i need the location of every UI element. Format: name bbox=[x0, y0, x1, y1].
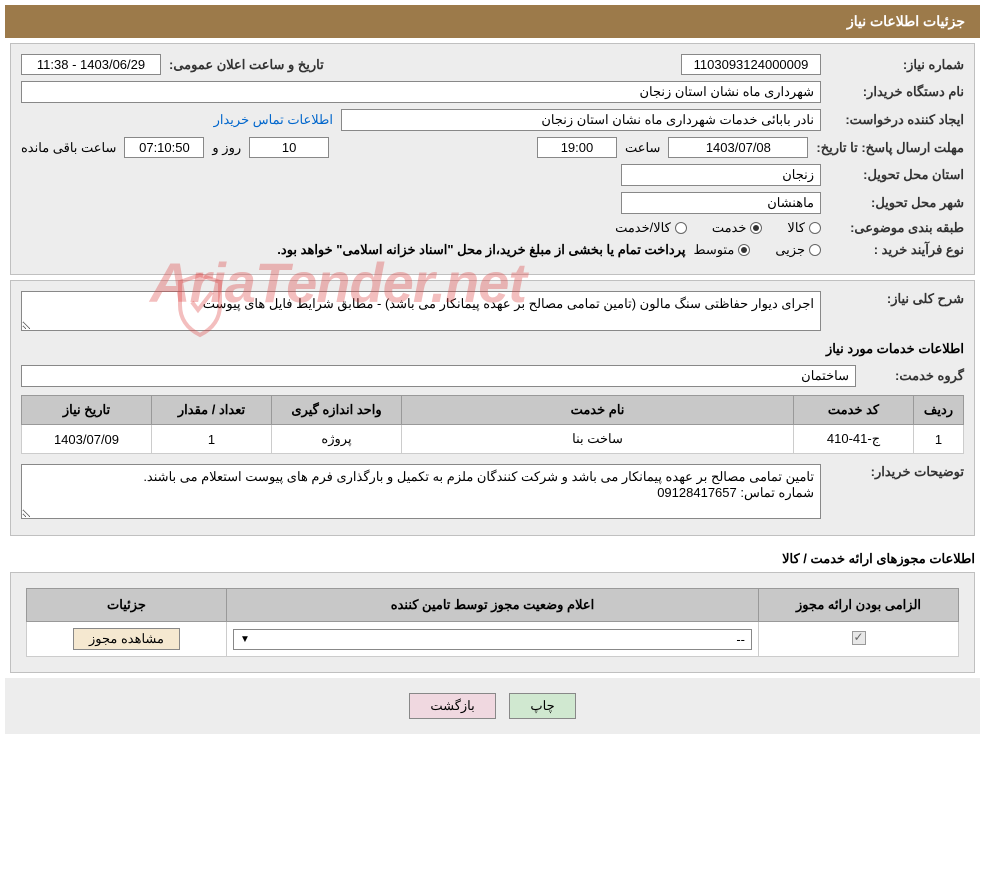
th-qty: تعداد / مقدار bbox=[152, 396, 272, 425]
announce-date-field: 1403/06/29 - 11:38 bbox=[21, 54, 161, 75]
td-row: 1 bbox=[914, 425, 964, 454]
back-button[interactable]: بازگشت bbox=[409, 693, 495, 719]
print-button[interactable]: چاپ bbox=[509, 693, 575, 719]
time-remaining-field: 07:10:50 bbox=[124, 137, 204, 158]
request-creator-label: ایجاد کننده درخواست: bbox=[829, 112, 964, 128]
license-table: الزامی بودن ارائه مجوز اعلام وضعیت مجوز … bbox=[26, 588, 959, 657]
th-status: اعلام وضعیت مجوز توسط تامین کننده bbox=[227, 589, 759, 622]
delivery-province-label: استان محل تحویل: bbox=[829, 167, 964, 183]
th-row: ردیف bbox=[914, 396, 964, 425]
buyer-notes-label: توضیحات خریدار: bbox=[829, 464, 964, 480]
description-section: شرح کلی نیاز: اجرای دیوار حفاظتی سنگ مال… bbox=[10, 280, 975, 536]
deadline-label: مهلت ارسال پاسخ: تا تاریخ: bbox=[816, 140, 964, 156]
main-form-section: شماره نیاز: 1103093124000009 تاریخ و ساع… bbox=[10, 43, 975, 275]
td-code: ج-41-410 bbox=[794, 425, 914, 454]
radio-goods-service[interactable] bbox=[675, 222, 687, 234]
time-label: ساعت bbox=[625, 140, 660, 156]
page-title: جزئیات اطلاعات نیاز bbox=[847, 13, 965, 29]
delivery-city-field: ماهنشان bbox=[621, 192, 821, 214]
need-number-field: 1103093124000009 bbox=[681, 54, 821, 75]
request-creator-field: نادر بابائی خدمات شهرداری ماه نشان استان… bbox=[341, 109, 821, 131]
required-checkbox[interactable] bbox=[852, 631, 866, 645]
td-details: مشاهده مجوز bbox=[27, 622, 227, 657]
th-details: جزئیات bbox=[27, 589, 227, 622]
radio-medium[interactable] bbox=[738, 244, 750, 256]
radio-goods-service-label: کالا/خدمت bbox=[615, 220, 671, 236]
buyer-org-label: نام دستگاه خریدار: bbox=[829, 84, 964, 100]
button-row: چاپ بازگشت bbox=[5, 678, 980, 734]
license-section-title: اطلاعات مجوزهای ارائه خدمت / کالا bbox=[10, 551, 975, 567]
buyer-notes-field[interactable]: تامین تمامی مصالح بر عهده پیمانکار می با… bbox=[21, 464, 821, 519]
license-row: -- ▼ مشاهده مجوز bbox=[27, 622, 959, 657]
radio-service[interactable] bbox=[750, 222, 762, 234]
delivery-province-field: زنجان bbox=[621, 164, 821, 186]
td-name: ساخت بنا bbox=[402, 425, 794, 454]
radio-medium-label: متوسط bbox=[693, 242, 734, 258]
category-radio-group: کالا خدمت کالا/خدمت bbox=[615, 220, 821, 236]
contact-info-link[interactable]: اطلاعات تماس خریدار bbox=[214, 112, 333, 128]
deadline-time-field: 19:00 bbox=[537, 137, 617, 158]
page-header: جزئیات اطلاعات نیاز bbox=[5, 5, 980, 38]
view-license-button[interactable]: مشاهده مجوز bbox=[73, 628, 180, 650]
delivery-city-label: شهر محل تحویل: bbox=[829, 195, 964, 211]
general-desc-field[interactable]: اجرای دیوار حفاظتی سنگ مالون (تامین تمام… bbox=[21, 291, 821, 331]
th-required: الزامی بودن ارائه مجوز bbox=[759, 589, 959, 622]
hours-label: ساعت باقی مانده bbox=[21, 140, 116, 156]
service-group-field: ساختمان bbox=[21, 365, 856, 387]
days-label: روز و bbox=[212, 140, 241, 156]
general-desc-label: شرح کلی نیاز: bbox=[829, 291, 964, 307]
td-qty: 1 bbox=[152, 425, 272, 454]
buyer-org-field: شهرداری ماه نشان استان زنجان bbox=[21, 81, 821, 103]
td-status: -- ▼ bbox=[227, 622, 759, 657]
th-unit: واحد اندازه گیری bbox=[272, 396, 402, 425]
radio-partial-label: جزیی bbox=[775, 242, 805, 258]
service-table: ردیف کد خدمت نام خدمت واحد اندازه گیری ت… bbox=[21, 395, 964, 454]
services-title: اطلاعات خدمات مورد نیاز bbox=[21, 341, 964, 357]
purchase-type-label: نوع فرآیند خرید : bbox=[829, 242, 964, 258]
license-section: الزامی بودن ارائه مجوز اعلام وضعیت مجوز … bbox=[10, 572, 975, 673]
th-code: کد خدمت bbox=[794, 396, 914, 425]
radio-goods[interactable] bbox=[809, 222, 821, 234]
chevron-down-icon: ▼ bbox=[240, 634, 250, 645]
radio-goods-label: کالا bbox=[787, 220, 805, 236]
status-select[interactable]: -- ▼ bbox=[233, 629, 752, 650]
payment-note: پرداخت تمام یا بخشی از مبلغ خرید،از محل … bbox=[277, 242, 685, 258]
days-remaining-field: 10 bbox=[249, 137, 329, 158]
td-date: 1403/07/09 bbox=[22, 425, 152, 454]
td-required bbox=[759, 622, 959, 657]
radio-partial[interactable] bbox=[809, 244, 821, 256]
table-row: 1 ج-41-410 ساخت بنا پروژه 1 1403/07/09 bbox=[22, 425, 964, 454]
deadline-date-field: 1403/07/08 bbox=[668, 137, 808, 158]
th-date: تاریخ نیاز bbox=[22, 396, 152, 425]
td-unit: پروژه bbox=[272, 425, 402, 454]
announce-date-label: تاریخ و ساعت اعلان عمومی: bbox=[169, 57, 324, 73]
need-number-label: شماره نیاز: bbox=[829, 57, 964, 73]
select-value: -- bbox=[736, 632, 745, 647]
th-name: نام خدمت bbox=[402, 396, 794, 425]
category-label: طبقه بندی موضوعی: bbox=[829, 220, 964, 236]
radio-service-label: خدمت bbox=[712, 220, 747, 236]
service-group-label: گروه خدمت: bbox=[864, 368, 964, 384]
purchase-type-radio-group: جزیی متوسط bbox=[693, 242, 821, 258]
